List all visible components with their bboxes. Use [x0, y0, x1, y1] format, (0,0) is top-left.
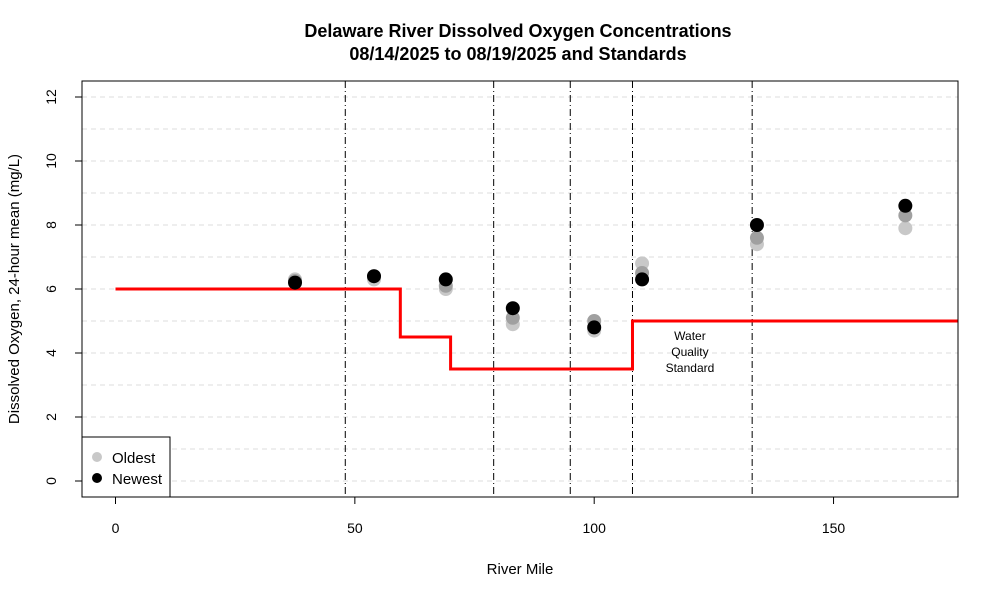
point-series-2-2 — [438, 272, 453, 287]
x-axis-label: River Mile — [487, 561, 554, 578]
point-series-2-3 — [505, 301, 520, 316]
point-series-2-4 — [587, 320, 602, 335]
y-tick-label-12: 12 — [43, 89, 59, 105]
annotation-line-3: Standard — [666, 361, 715, 375]
annotation-line-2: Quality — [671, 345, 708, 359]
y-axis-label: Dissolved Oxygen, 24-hour mean (mg/L) — [6, 154, 23, 424]
legend: Oldest Newest — [81, 436, 171, 498]
x-tick-label-100: 100 — [583, 520, 607, 536]
point-series-0-7 — [898, 221, 913, 236]
legend-label-oldest: Oldest — [112, 450, 156, 467]
legend-marker-newest — [92, 473, 102, 483]
legend-marker-oldest — [92, 452, 102, 462]
vertical-reference-lines — [344, 81, 753, 497]
x-axis: 0 50 100 150 — [112, 496, 846, 536]
y-axis: 0 2 4 6 8 10 12 — [43, 89, 83, 485]
standard-line — [115, 287, 958, 371]
point-series-0-5 — [635, 256, 650, 271]
y-tick-label-6: 6 — [43, 285, 59, 293]
y-tick-label-0: 0 — [43, 477, 59, 485]
x-tick-label-0: 0 — [112, 520, 120, 536]
y-tick-label-8: 8 — [43, 221, 59, 229]
chart-subtitle: 08/14/2025 to 08/19/2025 and Standards — [349, 44, 686, 64]
data-points — [288, 198, 913, 338]
annotation-line-1: Water — [674, 329, 706, 343]
water-quality-standard-line — [115, 287, 958, 371]
chart-title: Delaware River Dissolved Oxygen Concentr… — [304, 21, 731, 41]
point-series-2-6 — [749, 218, 764, 232]
point-series-2-1 — [367, 269, 381, 284]
standard-annotation: Water Quality Standard — [666, 329, 715, 375]
point-series-2-5 — [635, 272, 650, 287]
point-series-1-7 — [898, 208, 913, 223]
point-series-1-6 — [749, 230, 764, 245]
x-tick-label-50: 50 — [347, 520, 363, 536]
point-series-2-0 — [288, 275, 303, 290]
legend-label-newest: Newest — [112, 471, 163, 488]
point-series-2-7 — [898, 198, 913, 213]
y-tick-label-10: 10 — [43, 153, 59, 169]
y-tick-label-4: 4 — [43, 349, 59, 357]
point-series-1-3 — [505, 310, 520, 325]
legend-box — [81, 436, 171, 498]
y-tick-label-2: 2 — [43, 413, 59, 421]
x-tick-label-150: 150 — [822, 520, 846, 536]
